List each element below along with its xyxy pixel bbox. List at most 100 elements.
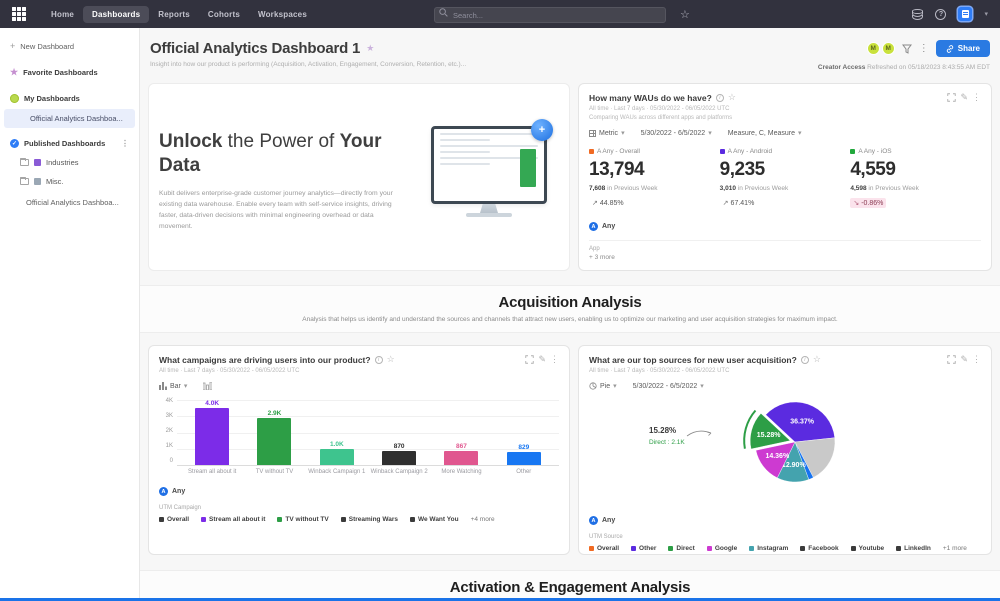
legend-more[interactable]: +4 more <box>470 516 495 523</box>
legend-item[interactable]: Google <box>706 545 737 552</box>
bar-rect[interactable] <box>195 408 230 465</box>
mixpanel-logo-icon[interactable] <box>12 7 26 21</box>
filter-icon[interactable] <box>901 44 912 54</box>
bar[interactable]: 2.9K <box>249 400 299 465</box>
sidebar-item-official-analytics-dashboard[interactable]: Official Analytics Dashboa... <box>4 109 135 128</box>
metric-tile[interactable]: A Any - Android 9,235 3,010 in Previous … <box>719 148 851 210</box>
date-range-selector[interactable]: 5/30/2022 - 6/5/2022 ▾ <box>641 129 712 138</box>
series-legend[interactable]: A Any <box>589 516 981 525</box>
chevron-down-icon[interactable]: ▾ <box>984 11 988 18</box>
nav-reports[interactable]: Reports <box>158 9 190 19</box>
help-icon[interactable]: ? <box>935 8 947 20</box>
avatar[interactable]: M <box>866 42 880 55</box>
data-management-icon[interactable] <box>912 8 924 20</box>
sidebar-item-my-dashboards[interactable]: My Dashboards <box>0 89 139 108</box>
expand-icon[interactable] <box>947 355 957 364</box>
kebab-icon[interactable]: ⋮ <box>918 42 929 54</box>
sidebar-item-favorite-dashboards[interactable]: ★ Favorite Dashboards <box>0 62 139 83</box>
nav-cohorts[interactable]: Cohorts <box>207 9 240 19</box>
star-icon: ★ <box>10 67 19 77</box>
bar-rect[interactable] <box>319 448 354 465</box>
official-analytics-label-2: Official Analytics Dashboa... <box>26 198 119 207</box>
pie-slice-Other[interactable] <box>765 401 835 443</box>
bar-rect[interactable] <box>257 417 292 465</box>
bar-chart: 4K 3K 2K 1K 0 4.0K 2.9K 1.0K 870 867 829 Stream a… <box>159 398 559 475</box>
bar-rect[interactable] <box>444 450 479 465</box>
pie-chart: 36.37% 12.90% 14.36% 15.28% <box>743 401 836 483</box>
pie-slice-Google[interactable] <box>755 441 796 479</box>
pie-controls: Pie ▾ 5/30/2022 - 6/5/2022 ▾ <box>589 382 981 390</box>
nav-dashboards[interactable]: Dashboards <box>83 5 150 23</box>
industries-icon <box>34 159 41 166</box>
info-icon[interactable]: i <box>715 93 724 102</box>
avatar[interactable]: M <box>881 42 895 55</box>
star-icon[interactable]: ☆ <box>727 92 736 102</box>
bar[interactable]: 829 <box>499 400 549 465</box>
favorite-star-icon[interactable]: ☆ <box>679 8 690 21</box>
bar-value-label: 829 <box>518 443 530 451</box>
sidebar-item-official-analytics-dashboard-2[interactable]: Official Analytics Dashboa... <box>0 193 139 212</box>
legend-item[interactable]: Overall <box>159 516 189 523</box>
sidebar-item-misc[interactable]: Misc. <box>0 172 139 191</box>
legend-more[interactable]: +1 more <box>942 545 967 552</box>
nav-workspaces[interactable]: Workspaces <box>257 9 307 19</box>
edit-icon[interactable]: ✎ <box>960 354 968 364</box>
legend-item[interactable]: Other <box>631 545 656 552</box>
series-legend[interactable]: A Any <box>159 487 559 496</box>
metric-tile[interactable]: A Any - Overall 13,794 7,608 in Previous… <box>589 148 720 210</box>
edit-icon[interactable]: ✎ <box>538 354 546 364</box>
legend-item[interactable]: Instagram <box>749 545 788 552</box>
stacked-bar-icon[interactable] <box>203 382 213 390</box>
sidebar-item-industries[interactable]: Industries <box>0 153 139 172</box>
bar[interactable]: 4.0K <box>187 400 237 465</box>
legend-item[interactable]: Youtube <box>850 545 884 552</box>
metric-selector[interactable]: Metric ▾ <box>589 129 625 137</box>
kebab-icon[interactable]: ⋮ <box>121 139 129 148</box>
kebab-icon[interactable]: ⋮ <box>550 354 559 364</box>
pie-chart-area: 36.37% 12.90% 14.36% 15.28% 15.28% Direct :… <box>589 392 981 504</box>
legend-item[interactable]: LinkedIn <box>896 545 931 552</box>
pie-slice-label: 36.37% <box>790 418 815 425</box>
legend-swatch <box>706 546 712 551</box>
bar[interactable]: 1.0K <box>312 400 362 465</box>
legend-item[interactable]: Overall <box>589 545 619 552</box>
info-icon[interactable]: i <box>374 355 383 364</box>
title-star-icon[interactable]: ★ <box>366 43 375 53</box>
chart-type-selector[interactable]: Pie ▾ <box>589 382 617 390</box>
search-input[interactable] <box>433 7 666 24</box>
expand-icon[interactable] <box>525 355 535 364</box>
bar-category-label: Winback Campaign 1 <box>308 469 366 475</box>
info-icon[interactable]: i <box>800 355 809 364</box>
campaigns-bar-card: What campaigns are driving users into ou… <box>148 345 570 555</box>
sidebar-item-published-dashboards[interactable]: ✓ Published Dashboards ⋮ <box>0 134 139 153</box>
legend-item[interactable]: TV without TV <box>277 516 329 523</box>
bar[interactable]: 870 <box>374 400 424 465</box>
bar[interactable]: 867 <box>436 400 486 465</box>
chart-type-selector[interactable]: Bar ▾ <box>159 382 187 390</box>
more-items-label[interactable]: + 3 more <box>589 254 615 261</box>
nav-home[interactable]: Home <box>51 9 75 19</box>
legend-item[interactable]: Direct <box>668 545 695 552</box>
series-legend[interactable]: A Any <box>589 222 981 231</box>
kebab-icon[interactable]: ⋮ <box>972 354 981 364</box>
measure-selector[interactable]: Measure, C, Measure ▾ <box>728 129 802 138</box>
bar-rect[interactable] <box>506 451 541 465</box>
legend-item[interactable]: We Want You <box>409 516 459 523</box>
user-avatar[interactable] <box>958 7 973 21</box>
date-range-selector[interactable]: 5/30/2022 - 6/5/2022 ▾ <box>633 382 704 391</box>
edit-icon[interactable]: ✎ <box>960 92 968 102</box>
legend-item[interactable]: Streaming Wars <box>340 516 398 523</box>
kebab-icon[interactable]: ⋮ <box>972 92 981 102</box>
bar-rect[interactable] <box>382 450 417 465</box>
star-icon[interactable]: ☆ <box>812 354 821 364</box>
legend-item[interactable]: Stream all about it <box>201 516 265 523</box>
star-icon[interactable]: ☆ <box>386 354 395 364</box>
new-dashboard-button[interactable]: + New Dashboard <box>0 36 139 56</box>
trend-arrow-icon <box>592 199 598 207</box>
share-button[interactable]: Share <box>935 40 990 57</box>
pie-slice-Direct[interactable] <box>750 413 791 450</box>
metric-tile[interactable]: A Any - iOS 4,559 4,598 in Previous Week… <box>850 148 981 210</box>
expand-icon[interactable] <box>947 93 957 102</box>
legend-item[interactable]: Facebook <box>800 545 839 552</box>
pie-slice-unlabeled[interactable] <box>794 437 836 478</box>
